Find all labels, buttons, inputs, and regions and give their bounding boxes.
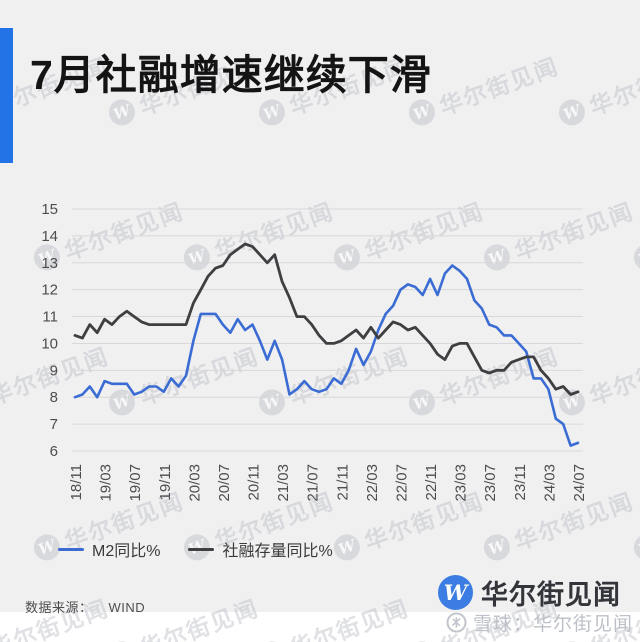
x-axis-tick-label: 21/11 <box>334 464 351 500</box>
x-axis-tick-label: 19/03 <box>98 464 115 502</box>
x-axis-tick-label: 24/07 <box>571 464 588 502</box>
x-axis-tick-label: 20/11 <box>246 464 263 500</box>
tsf-line-swatch-icon <box>188 547 215 551</box>
y-axis-tick-label: 8 <box>50 389 58 406</box>
title-accent-bar <box>0 28 13 163</box>
y-axis-tick-label: 9 <box>50 362 58 379</box>
x-axis-tick-label: 22/03 <box>364 464 381 502</box>
brand-name: 华尔街见闻 <box>481 580 621 610</box>
x-axis-tick-label: 23/11 <box>512 464 529 500</box>
x-axis-tick-label: 21/07 <box>305 464 322 502</box>
x-axis-tick-label: 22/11 <box>423 464 440 500</box>
wallstreetcn-logo-icon: W <box>438 575 473 610</box>
legend-item-m2: M2同比% <box>58 537 160 561</box>
x-axis-tick-label: 23/07 <box>482 464 499 502</box>
data-source: 数据来源： WIND <box>25 597 145 616</box>
y-axis-tick-label: 15 <box>41 201 58 218</box>
y-axis-tick-label: 10 <box>41 335 58 352</box>
m2-series-line <box>73 264 580 447</box>
x-axis-tick-label: 20/07 <box>216 464 233 502</box>
y-axis-tick-label: 11 <box>42 309 58 326</box>
x-axis-tick-label: 22/07 <box>393 464 410 502</box>
m2-line-swatch-icon <box>58 547 84 551</box>
xueqiu-label: 雪球：华尔街见闻 <box>473 614 634 635</box>
y-axis-tick-label: 14 <box>41 228 58 245</box>
page-title: 7月社融增速继续下滑 <box>30 52 432 98</box>
tsf-series-line <box>73 242 580 396</box>
x-axis-tick-label: 18/11 <box>68 464 85 500</box>
bottom-strip <box>0 612 640 642</box>
y-axis-tick-label: 6 <box>50 443 58 460</box>
x-axis-tick-label: 19/11 <box>157 464 174 500</box>
chart-legend: M2同比% 社融存量同比% <box>58 537 333 561</box>
data-source-value: WIND <box>108 600 146 615</box>
x-axis-tick-label: 19/07 <box>127 464 144 502</box>
x-axis-tick-label: 21/03 <box>275 464 292 502</box>
y-axis-tick-label: 13 <box>41 255 58 272</box>
m2-legend-label: M2同比% <box>92 543 161 560</box>
wallstreetcn-brand: W 华尔街见闻 <box>438 573 621 612</box>
xueqiu-logo-icon <box>446 612 467 633</box>
tsf-legend-label: 社融存量同比% <box>222 543 333 560</box>
legend-item-tsf: 社融存量同比% <box>188 537 333 561</box>
data-source-label: 数据来源： <box>25 600 93 615</box>
y-axis-tick-label: 7 <box>50 416 58 433</box>
x-axis-tick-label: 23/03 <box>453 464 470 502</box>
y-axis-tick-label: 12 <box>41 282 58 299</box>
x-axis-tick-label: 20/03 <box>186 464 203 502</box>
xueqiu-credit: 雪球：华尔街见闻 <box>446 609 633 636</box>
x-axis-tick-label: 24/03 <box>541 464 558 502</box>
